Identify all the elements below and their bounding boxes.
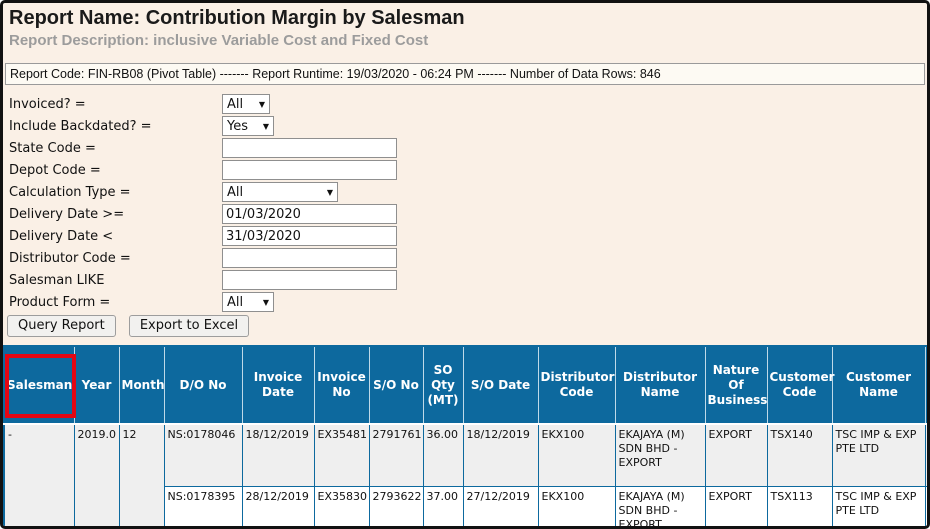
cell-nature-of-business: EXPORT	[704, 423, 768, 487]
cell-salesman: -	[3, 423, 75, 526]
cell-month: 12	[118, 423, 165, 526]
filter-row-delivery-date-from: Delivery Date >=	[3, 204, 927, 224]
dropdown-arrow-icon: ▼	[326, 187, 333, 197]
filter-row-delivery-date-to: Delivery Date <	[3, 226, 927, 246]
filter-row-depot-code: Depot Code =	[3, 160, 927, 180]
page-title: Report Name: Contribution Margin by Sale…	[9, 7, 465, 29]
filter-row-salesman-like: Salesman LIKE	[3, 270, 927, 290]
state-code-label: State Code =	[9, 140, 96, 156]
cell-distributor-code: EKX100	[537, 485, 616, 526]
dropdown-arrow-icon: ▼	[262, 297, 269, 307]
col-header-so-qty: SO Qty (MT)	[422, 346, 464, 425]
table-header-row: Salesman Year Month D/O No Invoice Date …	[3, 346, 927, 425]
state-code-input[interactable]	[222, 138, 397, 158]
filter-row-include-backdated: Include Backdated? = Yes ▼	[3, 116, 927, 136]
invoiced-select-value: All	[227, 96, 244, 112]
cell-invoice-no: EX35481	[313, 423, 370, 487]
calculation-type-label: Calculation Type =	[9, 184, 131, 200]
depot-code-input[interactable]	[222, 160, 397, 180]
delivery-date-to-label: Delivery Date <	[9, 228, 114, 244]
col-header-clipped	[924, 346, 927, 425]
cell-customer-name: TSC IMP & EXP PTE LTD	[831, 423, 926, 487]
col-header-nature-of-business: Nature Of Business	[704, 346, 768, 425]
delivery-date-to-input[interactable]	[222, 226, 397, 246]
include-backdated-label: Include Backdated? =	[9, 118, 152, 134]
cell-do-no: NS:0178046	[163, 423, 243, 487]
cell-customer-code: TSX140	[766, 423, 833, 487]
cell-invoice-no: EX35830	[313, 485, 370, 526]
product-form-select-value: All	[227, 294, 244, 310]
col-header-invoice-no: Invoice No	[313, 346, 370, 425]
col-header-so-no: S/O No	[368, 346, 424, 425]
salesman-like-input[interactable]	[222, 270, 397, 290]
delivery-date-from-label: Delivery Date >=	[9, 206, 125, 222]
table-row: - 2019.0 12 NS:0178046 18/12/2019 EX3548…	[3, 423, 927, 526]
cell-distributor-code: EKX100	[537, 423, 616, 487]
col-header-customer-name: Customer Name	[831, 346, 926, 425]
dropdown-arrow-icon: ▼	[258, 99, 265, 109]
action-buttons: Query Report Export to Excel	[3, 314, 927, 337]
cell-do-no: NS:0178395	[163, 485, 243, 526]
table-row: NS:0178395 28/12/2019 EX35830 2793622 37…	[4, 485, 927, 526]
filter-row-state-code: State Code =	[3, 138, 927, 158]
filter-row-distributor-code: Distributor Code =	[3, 248, 927, 268]
cell-so-qty: 37.00	[422, 485, 464, 526]
col-header-month: Month	[118, 346, 165, 425]
cell-year: 2019.0	[73, 423, 120, 526]
report-table: Salesman Year Month D/O No Invoice Date …	[3, 345, 927, 526]
col-header-salesman: Salesman	[3, 346, 76, 425]
dropdown-arrow-icon: ▼	[262, 121, 269, 131]
calculation-type-select[interactable]: All ▼	[222, 182, 338, 202]
distributor-code-label: Distributor Code =	[9, 250, 131, 266]
cell-so-no: 2791761	[368, 423, 424, 487]
cell-invoice-date: 28/12/2019	[241, 485, 315, 526]
col-header-distributor-code: Distributor Code	[537, 346, 616, 425]
col-header-customer-code: Customer Code	[766, 346, 835, 425]
filter-row-product-form: Product Form = All ▼	[3, 292, 927, 312]
cell-distributor-name: EKAJAYA (M) SDN BHD - EXPORT	[614, 423, 706, 487]
delivery-date-from-input[interactable]	[222, 204, 397, 224]
col-header-invoice-date: Invoice Date	[241, 346, 315, 425]
product-form-label: Product Form =	[9, 294, 111, 310]
cell-so-date: 18/12/2019	[462, 423, 539, 487]
invoiced-label: Invoiced? =	[9, 96, 86, 112]
cell-invoice-date: 18/12/2019	[241, 423, 315, 487]
include-backdated-select-value: Yes	[227, 118, 248, 134]
col-header-do-no: D/O No	[163, 346, 243, 425]
invoiced-select[interactable]: All ▼	[222, 94, 270, 114]
salesman-like-label: Salesman LIKE	[9, 272, 105, 288]
cell-distributor-name: EKAJAYA (M) SDN BHD - EXPORT	[614, 485, 706, 526]
product-form-select[interactable]: All ▼	[222, 292, 274, 312]
filter-row-invoiced: Invoiced? = All ▼	[3, 94, 927, 114]
cell-customer-code: TSX113	[766, 485, 833, 526]
col-header-year: Year	[73, 346, 120, 425]
report-table-container: Salesman Year Month D/O No Invoice Date …	[3, 345, 927, 526]
col-header-so-date: S/O Date	[462, 346, 539, 425]
cell-so-qty: 36.00	[422, 423, 464, 487]
page-description: Report Description: inclusive Variable C…	[9, 32, 429, 49]
query-report-button[interactable]: Query Report	[7, 315, 116, 337]
cell-clipped	[924, 485, 927, 526]
cell-clipped	[924, 423, 927, 487]
cell-customer-name: TSC IMP & EXP PTE LTD	[831, 485, 926, 526]
filter-row-calculation-type: Calculation Type = All ▼	[3, 182, 927, 202]
filter-form: Invoiced? = All ▼ Include Backdated? = Y…	[3, 94, 927, 312]
calculation-type-select-value: All	[227, 184, 244, 200]
export-to-excel-button[interactable]: Export to Excel	[128, 315, 250, 337]
cell-nature-of-business: EXPORT	[704, 485, 768, 526]
cell-so-no: 2793622	[368, 485, 424, 526]
report-meta-bar: Report Code: FIN-RB08 (Pivot Table) ----…	[5, 63, 925, 85]
depot-code-label: Depot Code =	[9, 162, 101, 178]
col-header-distributor-name: Distributor Name	[614, 346, 706, 425]
distributor-code-input[interactable]	[222, 248, 397, 268]
include-backdated-select[interactable]: Yes ▼	[222, 116, 274, 136]
cell-so-date: 27/12/2019	[462, 485, 539, 526]
